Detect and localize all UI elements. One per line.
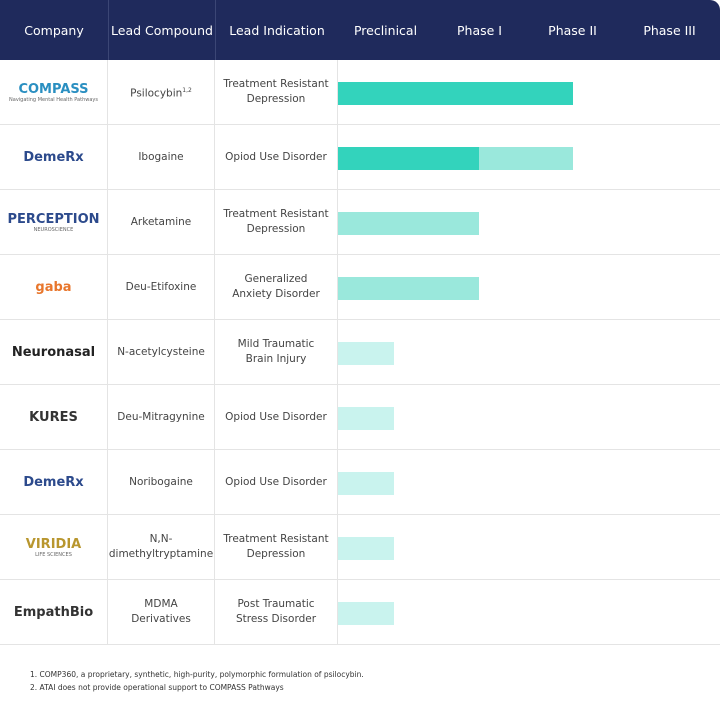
company-cell: gaba xyxy=(0,255,108,320)
header-cell: Lead Compound xyxy=(108,0,215,60)
compound: N-acetylcysteine xyxy=(117,345,205,360)
progress-bar xyxy=(338,277,479,300)
compound: MDMA Derivatives xyxy=(116,597,206,627)
company-cell: DemeRx xyxy=(0,450,108,515)
company-cell: DemeRx xyxy=(0,125,108,190)
row-line xyxy=(338,384,720,385)
indication: Treatment Resistant Depression xyxy=(223,208,329,235)
compound-name: Deu-Mitragynine xyxy=(117,410,205,423)
company-logo: Neuronasal xyxy=(11,344,96,360)
compound-name: Ibogaine xyxy=(138,150,184,163)
progress-bar xyxy=(338,212,479,235)
footnote: 1. COMP360, a proprietary, synthetic, hi… xyxy=(30,670,364,679)
compound: Arketamine xyxy=(131,215,191,230)
company-logo: COMPASS xyxy=(18,81,89,97)
row-line xyxy=(338,254,720,255)
compound: Noribogaine xyxy=(129,475,193,490)
compound: Ibogaine xyxy=(138,150,183,165)
compound-name: MDMA Derivatives xyxy=(131,598,191,625)
row-line xyxy=(338,319,720,320)
indication: Mild Traumatic Brain Injury xyxy=(237,338,315,365)
company-logo: DemeRx xyxy=(23,149,84,165)
indication-cell: Opiod Use Disorder xyxy=(215,385,338,450)
row-line xyxy=(338,449,720,450)
compound: Psilocybin1,2 xyxy=(130,83,192,102)
compound-name: Deu-Etifoxine xyxy=(125,280,197,293)
compound-name: Psilocybin xyxy=(130,87,183,100)
indication-cell: Opiod Use Disorder xyxy=(215,125,338,190)
header-cell: Phase I xyxy=(457,22,502,38)
compound-cell: Ibogaine xyxy=(108,125,215,190)
progress-bar xyxy=(338,342,395,365)
indication: Opiod Use Disorder xyxy=(225,410,327,423)
compound-cell: Deu-Etifoxine xyxy=(108,255,215,320)
indication: Treatment Resistant Depression xyxy=(223,533,329,560)
compound-cell: Psilocybin1,2 xyxy=(108,60,215,125)
indication: Treatment Resistant Depression xyxy=(223,78,329,105)
compound: Deu-Etifoxine xyxy=(126,280,197,295)
company-logo: gaba xyxy=(35,279,72,295)
indication-cell: Treatment Resistant Depression xyxy=(215,60,338,125)
company-subtitle: Navigating Mental Health Pathways xyxy=(9,96,98,103)
indication-cell: Opiod Use Disorder xyxy=(215,450,338,515)
indication-cell: Generalized Anxiety Disorder xyxy=(215,255,338,320)
compound-name: N,N-dimethyltryptamine xyxy=(108,533,214,560)
progress-bar xyxy=(338,147,479,170)
header-cell: Company xyxy=(24,22,84,38)
row-line xyxy=(338,189,720,190)
indication-cell: Treatment Resistant Depression xyxy=(215,515,338,580)
company-cell: EmpathBio xyxy=(0,580,108,645)
row-line xyxy=(338,514,720,515)
progress-bar xyxy=(338,407,395,430)
compound: N,N-dimethyltryptamine xyxy=(109,532,213,562)
progress-bar xyxy=(338,82,573,105)
company-cell: COMPASS Navigating Mental Health Pathways xyxy=(0,60,108,125)
indication-cell: Post Traumatic Stress Disorder xyxy=(215,580,338,645)
row-line xyxy=(338,579,720,580)
company-logo: PERCEPTION xyxy=(7,211,100,227)
company-logo: VIRIDIA xyxy=(25,536,82,552)
compound-cell: Deu-Mitragynine xyxy=(108,385,215,450)
header-cell: Phase II xyxy=(548,22,597,38)
header-cell: Phase III xyxy=(643,22,696,38)
company-cell: VIRIDIA LIFE SCIENCES xyxy=(0,515,108,580)
company-subtitle: LIFE SCIENCES xyxy=(35,551,72,558)
compound-name: N-acetylcysteine xyxy=(117,345,205,358)
header-cell: Lead Indication xyxy=(215,0,338,60)
compound-name: Arketamine xyxy=(130,215,192,228)
company-cell: Neuronasal xyxy=(0,320,108,385)
company-subtitle: NEUROSCIENCE xyxy=(33,226,74,233)
company-logo: EmpathBio xyxy=(13,604,94,620)
row-line xyxy=(338,644,720,645)
company-logo: DemeRx xyxy=(23,474,84,490)
compound-cell: N,N-dimethyltryptamine xyxy=(108,515,215,580)
compound-cell: Noribogaine xyxy=(108,450,215,515)
compound-cell: N-acetylcysteine xyxy=(108,320,215,385)
progress-bar xyxy=(338,472,395,495)
compound-cell: MDMA Derivatives xyxy=(108,580,215,645)
company-cell: PERCEPTION NEUROSCIENCE xyxy=(0,190,108,255)
progress-bar xyxy=(338,537,395,560)
indication: Generalized Anxiety Disorder xyxy=(232,273,320,300)
compound-cell: Arketamine xyxy=(108,190,215,255)
footnote-ref: 1,2 xyxy=(182,86,192,94)
progress-bar xyxy=(479,147,573,170)
indication: Opiod Use Disorder xyxy=(225,475,327,488)
header-cell: Preclinical xyxy=(353,22,418,38)
compound: Deu-Mitragynine xyxy=(117,410,204,425)
progress-bar xyxy=(338,602,395,625)
footnote: 2. ATAI does not provide operational sup… xyxy=(30,683,284,692)
indication: Opiod Use Disorder xyxy=(225,150,327,163)
row-line xyxy=(338,124,720,125)
indication-cell: Treatment Resistant Depression xyxy=(215,190,338,255)
indication: Post Traumatic Stress Disorder xyxy=(235,598,317,625)
compound-name: Noribogaine xyxy=(129,475,193,488)
company-cell: KURES xyxy=(0,385,108,450)
indication-cell: Mild Traumatic Brain Injury xyxy=(215,320,338,385)
header xyxy=(0,0,720,60)
company-logo: KURES xyxy=(29,409,78,425)
